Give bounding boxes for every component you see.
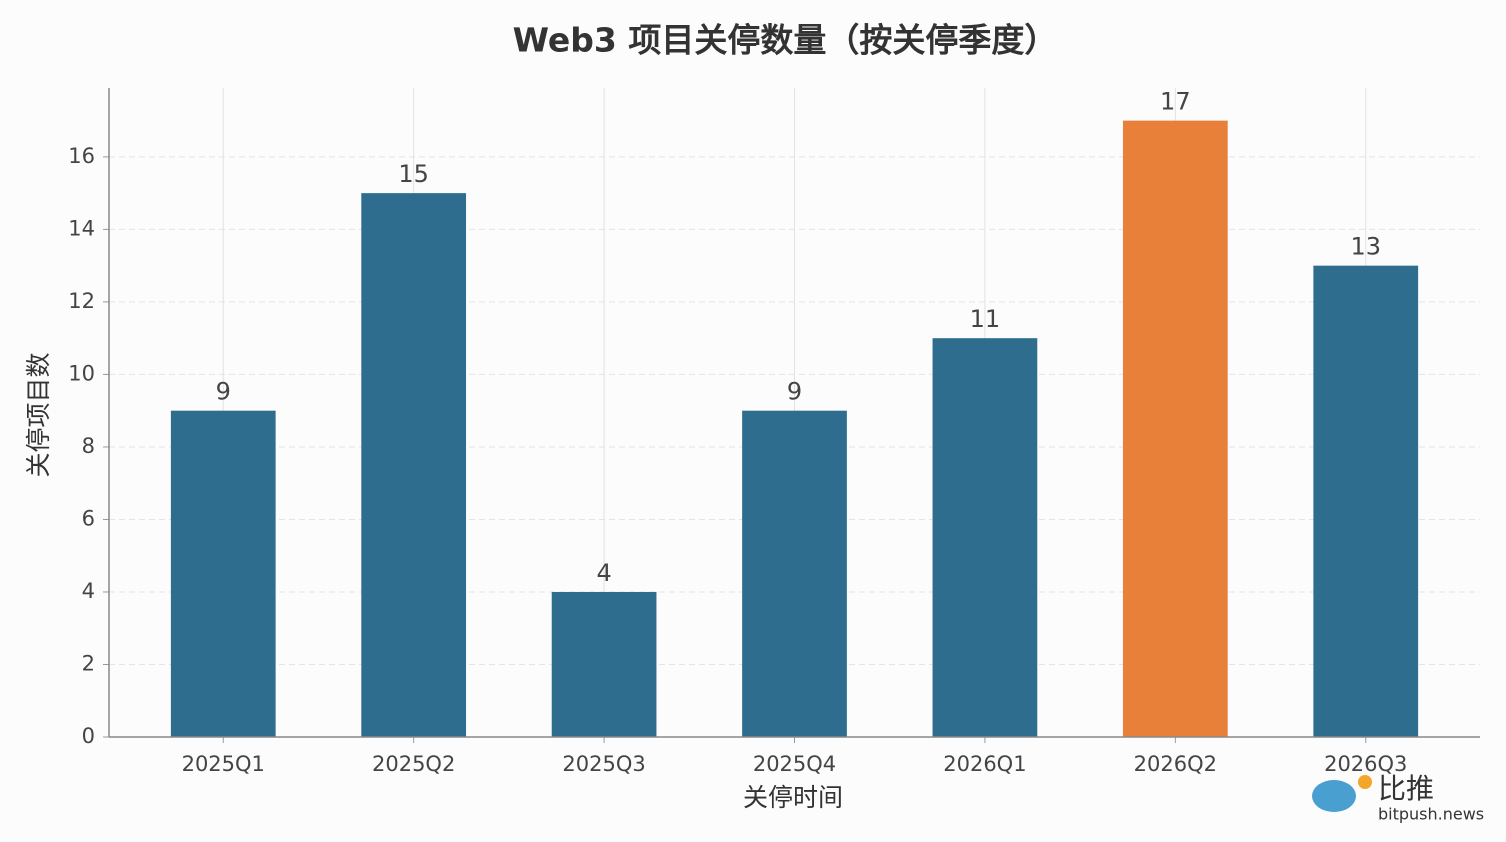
logo-coin (1358, 775, 1372, 789)
value-label: 17 (1160, 88, 1191, 116)
y-tick-label: 10 (68, 361, 95, 385)
value-label: 15 (398, 160, 429, 188)
bar (170, 410, 276, 737)
y-tick-label: 0 (82, 724, 95, 748)
x-tick-label: 2025Q4 (753, 752, 836, 776)
x-axis-label: 关停时间 (743, 783, 843, 812)
x-tick-label: 2026Q3 (1324, 752, 1407, 776)
x-tick-label: 2026Q2 (1134, 752, 1217, 776)
value-label: 13 (1350, 233, 1381, 261)
value-label: 9 (216, 378, 231, 406)
y-tick-label: 16 (68, 144, 95, 168)
bar (932, 338, 1038, 737)
y-tick-label: 8 (82, 434, 95, 458)
value-label: 4 (596, 559, 611, 587)
watermark-logo: 比推 (1378, 772, 1434, 805)
value-label: 11 (970, 305, 1001, 333)
bar (742, 410, 847, 737)
x-tick-label: 2025Q1 (182, 752, 265, 776)
bar (1122, 120, 1228, 737)
bar (551, 591, 657, 737)
watermark-site: bitpush.news (1378, 805, 1484, 824)
y-tick-label: 4 (82, 579, 95, 603)
x-tick-label: 2025Q2 (372, 752, 455, 776)
x-tick-label: 2025Q3 (562, 752, 645, 776)
logo-bird (1312, 780, 1356, 812)
y-tick-label: 6 (82, 506, 95, 530)
chart-title: Web3 项目关停数量（按关停季度） (513, 21, 1058, 60)
plot-area: 0 2 4 6 8 10 12 14 16 2025Q1 9 2025Q2 15 2025Q3 4 2025Q… (68, 88, 1480, 776)
bar (1313, 265, 1419, 737)
x-tick-label: 2026Q1 (943, 752, 1026, 776)
y-tick-label: 12 (68, 289, 95, 313)
y-axis-label: 关停项目数 (24, 352, 53, 477)
bar (361, 193, 467, 737)
y-tick-label: 14 (68, 216, 95, 240)
value-label: 9 (787, 378, 802, 406)
y-tick-label: 2 (82, 651, 95, 675)
